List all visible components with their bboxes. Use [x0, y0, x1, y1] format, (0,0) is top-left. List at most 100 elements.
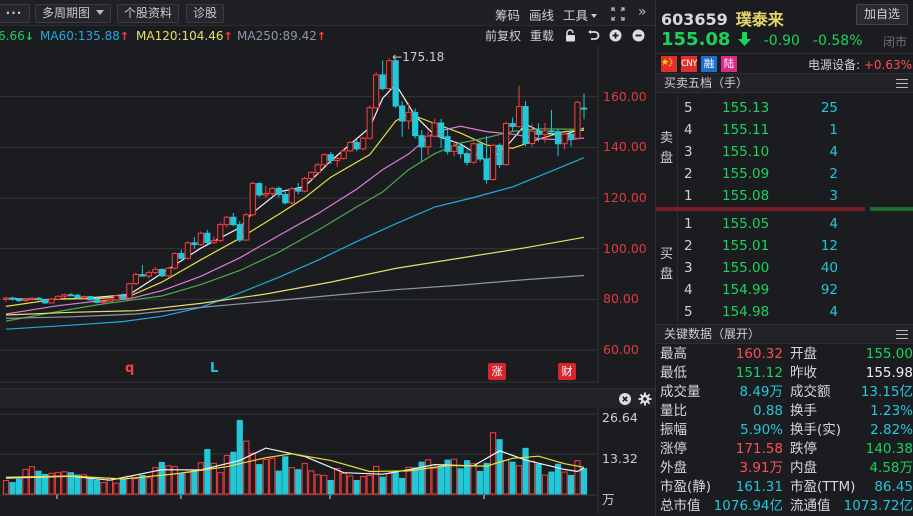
stock-info-button[interactable]: 个股资料 — [117, 4, 180, 23]
bid-volume: 12 — [820, 238, 838, 254]
bid-level: 4 — [684, 282, 693, 298]
key-data-value: 8.49万 — [739, 384, 783, 400]
stock-name: 璞泰来 — [735, 10, 784, 29]
ask-row[interactable]: 3 155.10 4 — [678, 141, 913, 163]
key-data-label: 市盈(TTM) — [790, 479, 856, 495]
menu-icon[interactable] — [896, 79, 908, 88]
ask-row[interactable]: 5 155.13 25 — [678, 97, 913, 119]
ask-volume: 25 — [820, 100, 838, 116]
key-data-label: 市盈(静) — [660, 479, 712, 495]
key-data-value: 155.98 — [865, 365, 913, 381]
lock-icon[interactable] — [564, 29, 577, 42]
quote-panel: 603659 璞泰来 加自选 155.08 -0.90 -0.58% 闭市 CNY… — [655, 0, 913, 516]
buy-side-label: 买 盘 — [656, 211, 678, 323]
key-data-label: 内盘 — [790, 460, 817, 476]
bid-row[interactable]: 5 154.98 4 — [678, 301, 913, 323]
ask-row[interactable]: 4 155.11 1 — [678, 119, 913, 141]
bid-row[interactable]: 1 155.05 4 — [678, 213, 913, 235]
candlestick-chart[interactable] — [0, 46, 655, 388]
chart-toolbar: ··· 多周期图 个股资料 诊股 筹码 画线 工具 » — [0, 0, 655, 26]
volume-axis-unit: 万 — [602, 492, 615, 507]
cny-tag: CNY — [681, 56, 698, 72]
key-data-label: 流通值 — [790, 498, 831, 514]
gear-icon[interactable] — [638, 392, 652, 406]
bid-price: 155.01 — [722, 238, 770, 254]
price-row: 155.08 -0.90 -0.58% — [661, 29, 863, 50]
buy-label-char: 买 — [659, 247, 673, 262]
key-data-label: 总市值 — [660, 498, 701, 514]
ma-legend: 6.66↓ MA60:135.88↑ MA120:104.46↑ MA250:8… — [0, 26, 655, 46]
draw-line-button[interactable]: 画线 — [529, 8, 555, 23]
menu-icon[interactable] — [896, 330, 908, 339]
ask-row[interactable]: 2 155.09 2 — [678, 163, 913, 185]
ma60-value: MA60:135.88 — [40, 29, 120, 43]
key-data-header[interactable]: 关键数据（展开） — [656, 324, 913, 344]
bid-pressure-bar — [870, 207, 913, 211]
more-button[interactable]: ··· — [0, 4, 30, 23]
bid-level: 2 — [684, 238, 693, 254]
arrow-down-icon: ↓ — [24, 30, 34, 43]
bid-row[interactable]: 4 154.99 92 — [678, 279, 913, 301]
zoom-in-icon[interactable] — [609, 29, 622, 42]
volume-chart[interactable] — [0, 408, 655, 516]
zoom-out-icon[interactable] — [632, 29, 645, 42]
high-price-annotation: ←175.18 — [392, 50, 444, 64]
price-axis-tick: 80.00 — [603, 291, 639, 307]
bid-volume: 4 — [829, 304, 838, 320]
key-data-label: 成交量 — [660, 384, 701, 400]
limit-up-marker[interactable]: 涨 — [488, 363, 506, 380]
chevron-down-icon — [591, 14, 598, 18]
ma-legend-ma250: MA250:89.42↑ — [237, 26, 326, 47]
ma-legend-ma60: MA60:135.88↑ — [40, 26, 129, 47]
arrow-up-icon: ↑ — [223, 30, 233, 43]
reload-button[interactable]: 重载 — [529, 29, 554, 43]
ask-level: 4 — [684, 122, 693, 138]
ma-prev-value: 6.66 — [0, 29, 25, 43]
key-data-label: 开盘 — [790, 346, 817, 362]
signal-l-marker[interactable]: L — [210, 361, 219, 376]
china-flag-icon — [661, 56, 677, 72]
key-data-value: 1073.72亿 — [843, 498, 913, 514]
adjust-mode-button[interactable]: 前复权 — [485, 29, 522, 43]
sector-change[interactable]: 电源设备: +0.63% — [808, 56, 912, 73]
chips-button[interactable]: 筹码 — [495, 8, 521, 23]
order-book-header: 买卖五档（手） — [656, 73, 913, 93]
stock-code: 603659 — [661, 10, 728, 29]
key-data-row: 量比 0.88 换手 1.23% — [656, 402, 913, 421]
bid-volume: 40 — [820, 260, 838, 276]
ask-price: 155.13 — [722, 100, 770, 116]
price-axis-tick: 60.00 — [603, 342, 639, 357]
signal-q-marker[interactable]: q — [125, 361, 135, 376]
key-data-label: 涨停 — [660, 441, 687, 457]
diagnose-button[interactable]: 诊股 — [186, 4, 225, 23]
key-data-row: 市盈(静) 161.31 市盈(TTM) 86.45 — [656, 478, 913, 497]
ask-price: 155.08 — [722, 188, 770, 204]
fullscreen-icon[interactable] — [611, 6, 625, 25]
sell-side-label: 卖 盘 — [656, 95, 678, 207]
ask-row[interactable]: 1 155.08 3 — [678, 185, 913, 207]
collapse-panel-icon[interactable]: » — [638, 4, 647, 20]
price-axis-tick: 160.00 — [603, 88, 647, 104]
financial-report-marker[interactable]: 财 — [558, 363, 576, 380]
ask-level: 1 — [684, 188, 693, 204]
tools-dropdown[interactable]: 工具 — [563, 5, 598, 24]
more-icon: ··· — [5, 6, 23, 20]
add-watchlist-button[interactable]: 加自选 — [856, 4, 908, 25]
multi-period-dropdown[interactable]: 多周期图 — [35, 4, 112, 23]
key-data-value: 155.00 — [865, 346, 913, 362]
arrow-up-icon: ↑ — [119, 30, 130, 43]
close-pane-icon[interactable] — [619, 393, 631, 405]
bid-price: 155.00 — [722, 260, 770, 276]
ask-volume: 4 — [829, 144, 838, 160]
key-data-row: 成交量 8.49万 成交额 13.15亿 — [656, 383, 913, 402]
chart-area: ··· 多周期图 个股资料 诊股 筹码 画线 工具 » 6.66↓ MA60:1… — [0, 0, 668, 516]
key-data-value: 3.91万 — [739, 460, 783, 476]
key-data-title: 关键数据（展开） — [664, 327, 761, 341]
bid-row[interactable]: 3 155.00 40 — [678, 257, 913, 279]
bid-level: 3 — [684, 260, 693, 276]
key-data-value: 1076.94亿 — [713, 498, 783, 514]
bid-row[interactable]: 2 155.01 12 — [678, 235, 913, 257]
stock-info-label: 个股资料 — [124, 6, 173, 20]
undo-icon[interactable] — [587, 29, 600, 42]
sell-label-char: 盘 — [659, 151, 673, 166]
